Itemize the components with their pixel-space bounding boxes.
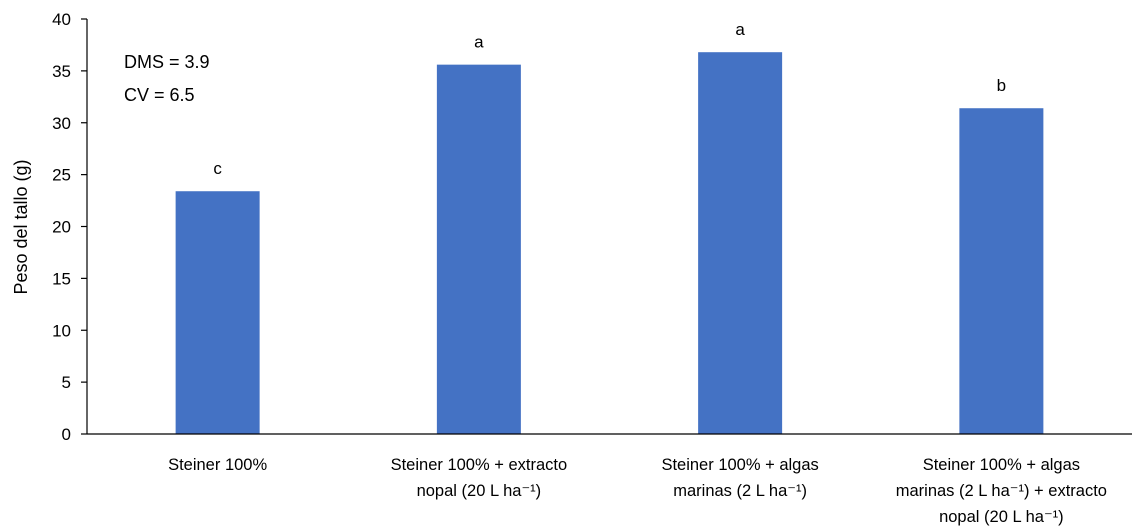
- y-axis-ticks: 0 5 10 15 20 25 30 35 40: [52, 10, 87, 444]
- y-tick-label: 10: [52, 321, 71, 340]
- y-tick-label: 5: [62, 373, 71, 392]
- y-axis-title: Peso del tallo (g): [11, 159, 31, 294]
- category-label-line: nopal (20 L ha⁻¹): [939, 508, 1064, 526]
- bar-letter-1: a: [474, 33, 484, 52]
- y-tick-label: 25: [52, 166, 71, 185]
- y-tick-label: 20: [52, 218, 71, 237]
- bar-letter-labels: c a a b: [213, 20, 1006, 178]
- cv-annotation: CV = 6.5: [124, 85, 195, 105]
- bar-1: [436, 64, 521, 435]
- category-label-line: Steiner 100% + algas: [661, 456, 818, 474]
- y-tick-label: 15: [52, 269, 71, 288]
- bar-letter-2: a: [735, 20, 745, 39]
- category-label-line: marinas (2 L ha⁻¹) + extracto: [896, 482, 1107, 500]
- category-label-line: Steiner 100% + algas: [923, 456, 1080, 474]
- category-label-line: Steiner 100%: [168, 456, 267, 474]
- bar-2: [698, 52, 783, 434]
- category-label-line: marinas (2 L ha⁻¹): [673, 482, 807, 500]
- category-label-0: Steiner 100%: [168, 456, 267, 474]
- y-tick-label: 35: [52, 62, 71, 81]
- bar-letter-3: b: [997, 76, 1006, 95]
- y-tick-label: 0: [62, 425, 71, 444]
- category-label-3: Steiner 100% + algas marinas (2 L ha⁻¹) +…: [896, 456, 1107, 526]
- bar-0: [175, 191, 260, 434]
- dms-annotation: DMS = 3.9: [124, 52, 210, 72]
- bar-letter-0: c: [213, 159, 222, 178]
- category-label-2: Steiner 100% + algas marinas (2 L ha⁻¹): [661, 456, 818, 500]
- bars: [175, 52, 1044, 435]
- y-tick-label: 30: [52, 114, 71, 133]
- y-tick-label: 40: [52, 10, 71, 29]
- category-label-1: Steiner 100% + extracto nopal (20 L ha⁻¹): [391, 456, 568, 500]
- category-label-line: Steiner 100% + extracto: [391, 456, 568, 474]
- bar-3: [959, 108, 1044, 434]
- category-labels: Steiner 100% Steiner 100% + extracto nopal…: [168, 456, 1107, 526]
- category-label-line: nopal (20 L ha⁻¹): [417, 482, 542, 500]
